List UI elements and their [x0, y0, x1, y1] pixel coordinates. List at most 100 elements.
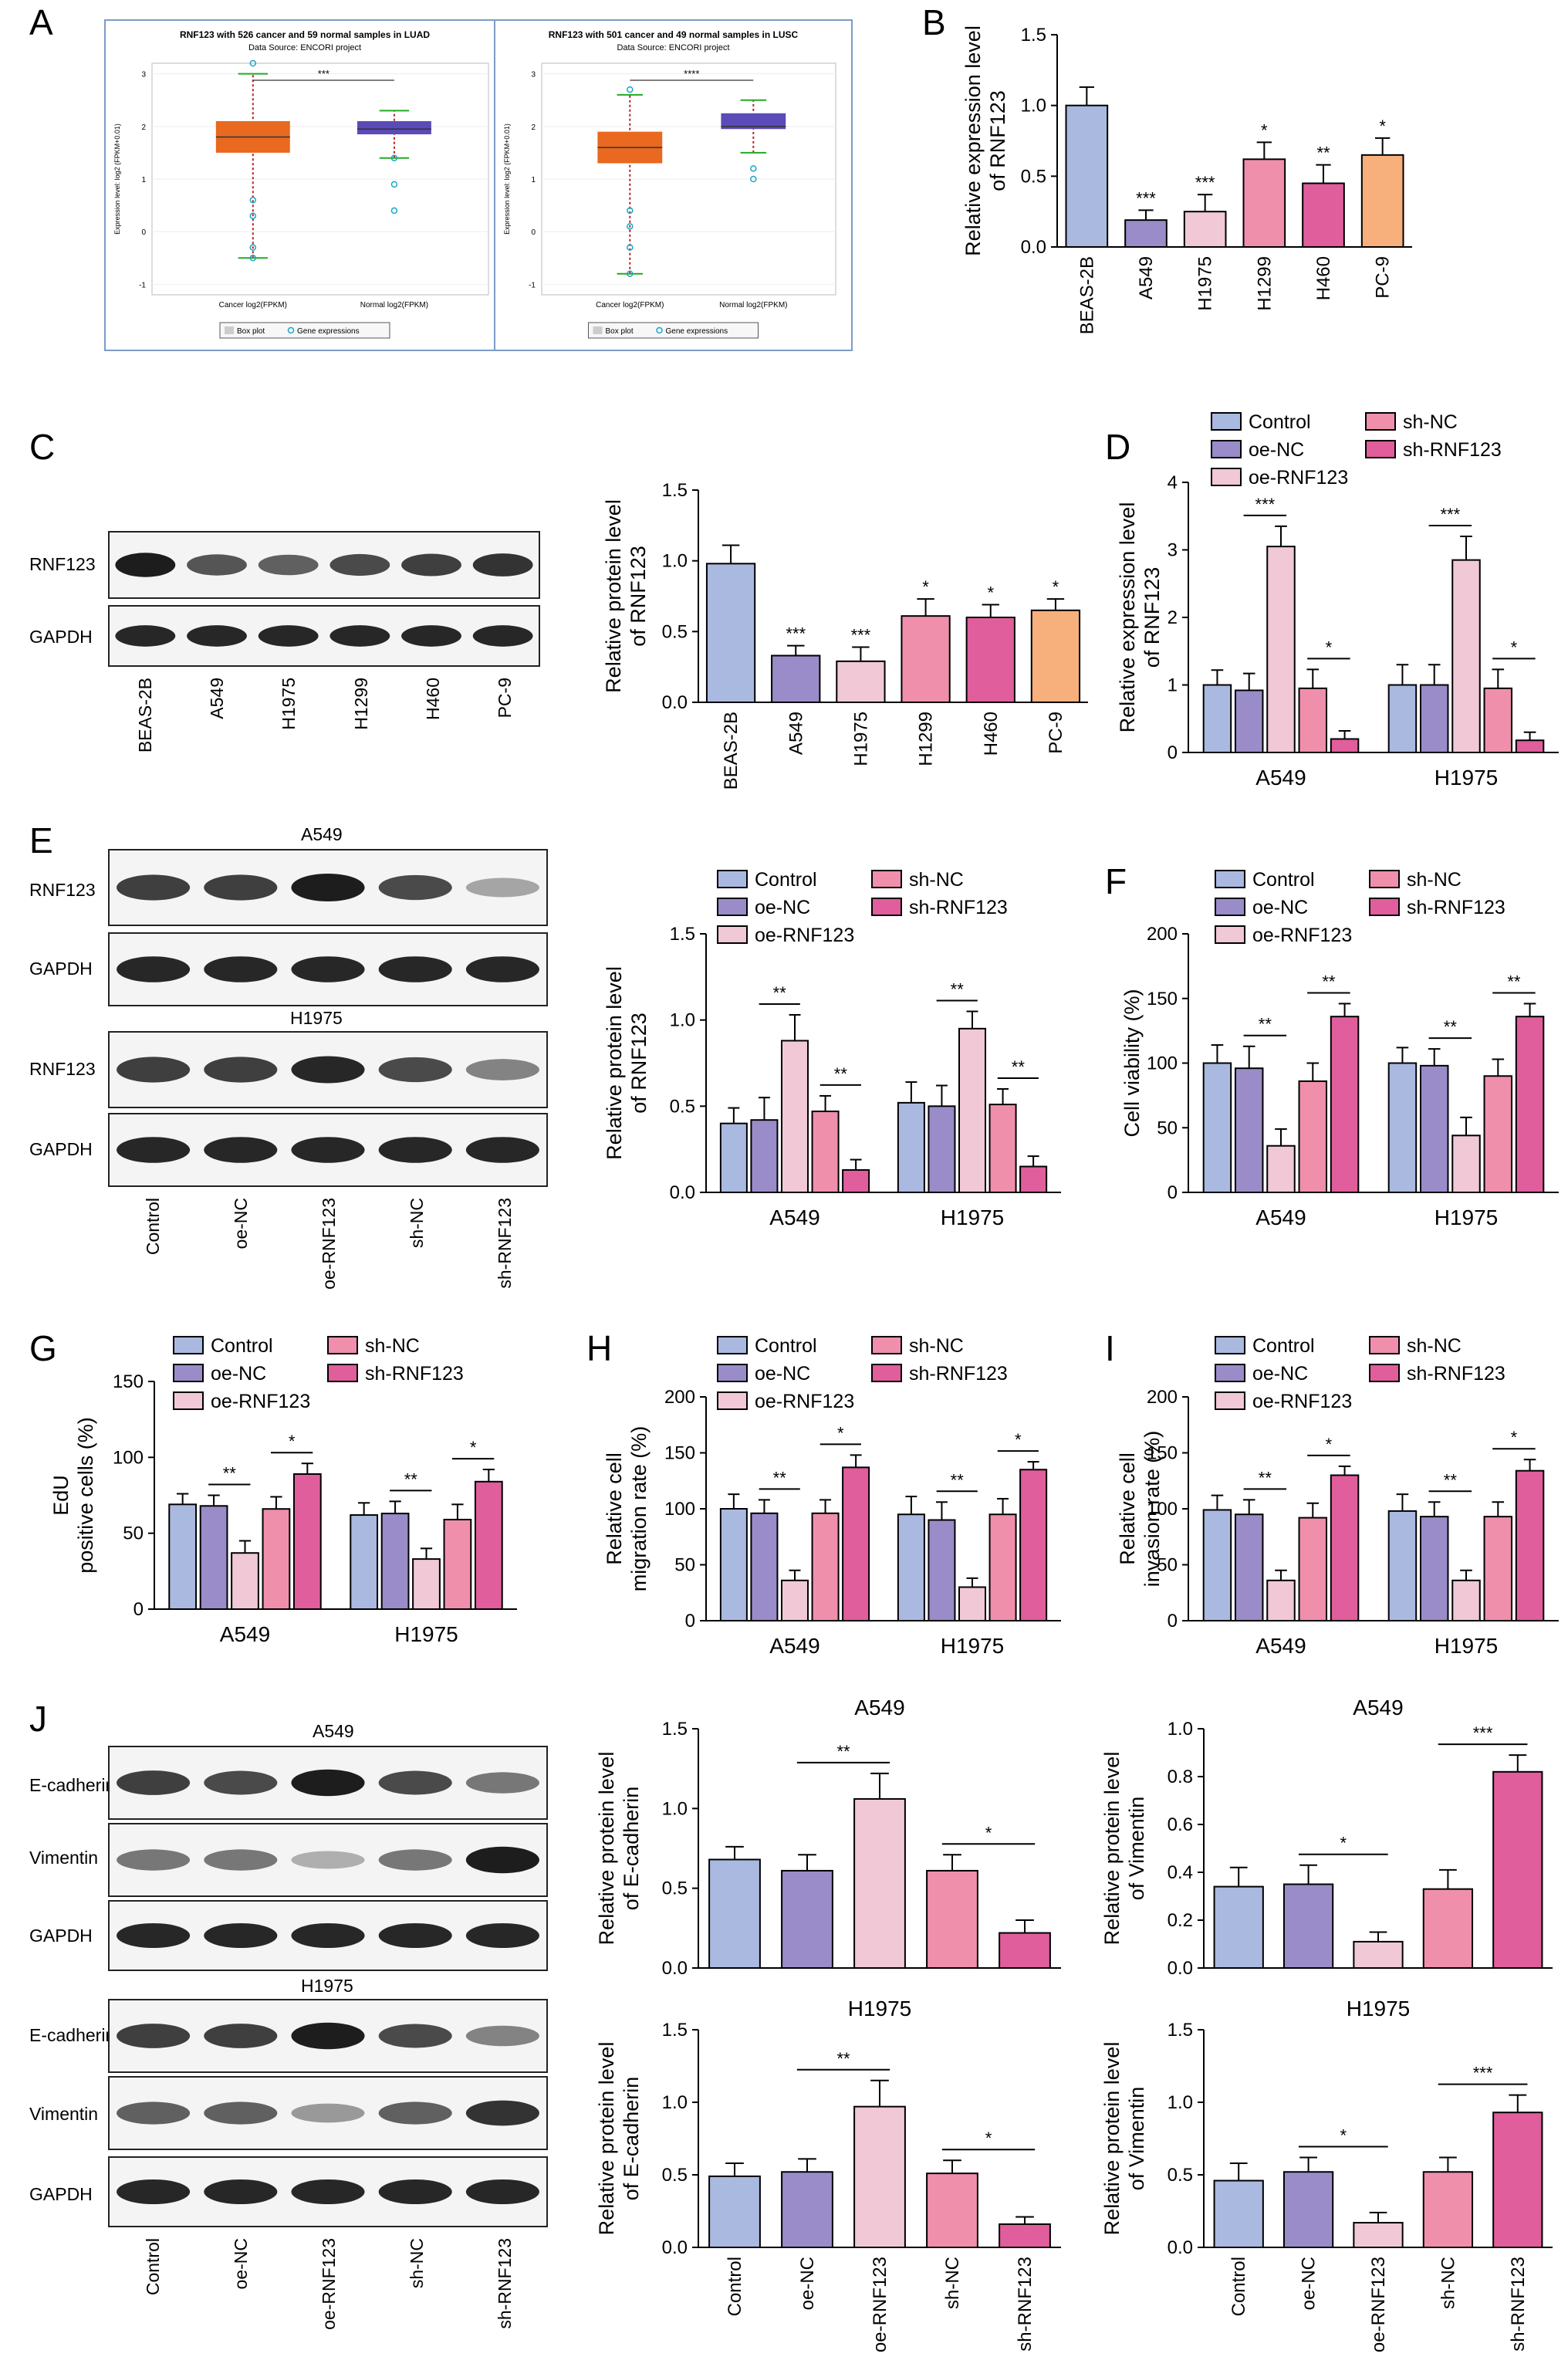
encori-outlier-point [627, 207, 634, 215]
bar [1353, 1940, 1404, 1969]
encori-legend-frame [588, 322, 759, 339]
bar [926, 2173, 978, 2248]
panel-label-i: I [1105, 1328, 1115, 1368]
blot-band [465, 1922, 539, 1949]
bar [999, 2223, 1051, 2249]
bar [928, 1519, 956, 1621]
x-tick-label: H460 [981, 712, 1002, 756]
encori-legend-point-swatch [656, 326, 663, 334]
legend-label: sh-NC [1407, 1335, 1462, 1357]
y-axis-label: of RNF123 [986, 90, 1009, 191]
legend-label: Control [1249, 411, 1311, 433]
significance-label: ** [1316, 144, 1330, 163]
legend-label: oe-NC [755, 1363, 810, 1385]
y-tick-label: 1.0 [662, 2092, 688, 2113]
legend-swatch [1369, 898, 1400, 916]
legend-label: sh-RNF123 [909, 897, 1008, 918]
encori-title: RNF123 with 526 cancer and 59 normal sam… [180, 29, 430, 40]
encori-luad-panel: RNF123 with 526 cancer and 59 normal sam… [104, 19, 505, 351]
blot-band [329, 553, 390, 577]
bar [1387, 684, 1418, 753]
legend-swatch [173, 1336, 204, 1354]
y-tick-label: 100 [1147, 1053, 1178, 1074]
blot-band [117, 2102, 191, 2125]
y-tick-label: 0 [1168, 1182, 1178, 1203]
x-group-label: A549 [1255, 1205, 1306, 1229]
y-tick-label: 1 [1168, 675, 1178, 696]
bar [958, 1027, 987, 1193]
y-axis-label: invasion rate (%) [1141, 1431, 1164, 1588]
blot-band [117, 1770, 191, 1795]
blot-c-lane-label: H1299 [350, 678, 371, 730]
y-tick-label: 1.5 [662, 1719, 688, 1740]
legend-label: Control [755, 869, 817, 891]
blot-j-lane-label: sh-RNF123 [495, 2238, 515, 2329]
x-tick-label: PC-9 [1046, 712, 1066, 754]
bar [1266, 1579, 1296, 1621]
blot-band [291, 2103, 365, 2123]
x-tick-label: PC-9 [1373, 256, 1394, 299]
blot-j-lane-label: sh-NC [407, 2238, 427, 2289]
legend-swatch [327, 1364, 358, 1382]
y-tick-label: 1.0 [1021, 96, 1046, 117]
encori-y-tick: 2 [141, 123, 146, 132]
y-tick-label: 0.5 [662, 621, 688, 642]
encori-lusc-panel: RNF123 with 501 cancer and 49 normal sam… [494, 19, 853, 351]
y-tick-label: 150 [1147, 989, 1178, 1009]
x-tick-label: sh-NC [942, 2257, 963, 2309]
encori-outlier-point [390, 181, 398, 188]
legend-label: sh-NC [909, 1335, 964, 1357]
blot-band [378, 1137, 452, 1163]
chart-g-edu-positive: 0 50 100 150 EdU positive cells (%) A549 H1975 *… [49, 1335, 517, 1646]
y-tick-label: 200 [1147, 924, 1178, 945]
bar [780, 1040, 809, 1193]
significance-label: *** [1441, 505, 1461, 524]
legend-label: Control [1252, 1335, 1315, 1357]
legend-swatch [1211, 468, 1242, 486]
encori-y-tick: 3 [141, 71, 146, 79]
significance-label: *** [786, 624, 806, 644]
blot-band [378, 1922, 452, 1949]
bar [1213, 1885, 1264, 1970]
panel-label-g: G [29, 1328, 57, 1368]
significance-label: * [922, 577, 929, 597]
y-axis-label: of Vimentin [1125, 1797, 1148, 1901]
y-tick-label: 150 [1147, 1443, 1178, 1464]
blot-band [465, 877, 539, 898]
blot-e-row-label-gapdh-a549: GAPDH [29, 959, 93, 979]
x-group-label: H1975 [1435, 1205, 1499, 1229]
significance-label: ** [1259, 1015, 1272, 1034]
blot-band [465, 2100, 539, 2126]
x-tick-label: oe-RNF123 [1368, 2257, 1389, 2352]
y-axis-label: Relative protein level [1100, 1752, 1124, 1946]
bar [1330, 1016, 1360, 1193]
x-group-label: A549 [220, 1622, 270, 1646]
encori-x-label: Cancer log2(FPKM) [219, 301, 287, 309]
legend-label: sh-RNF123 [909, 1363, 1008, 1385]
significance-label: ** [1012, 1057, 1026, 1077]
legend-swatch [717, 1336, 748, 1354]
bar [1330, 738, 1360, 753]
legend-swatch [1215, 870, 1245, 888]
bar [926, 1869, 978, 1969]
y-tick-label: 1.5 [662, 480, 688, 501]
x-tick-label: H1299 [1254, 256, 1275, 311]
encori-y-tick: 2 [531, 123, 536, 132]
encori-outlier-point [390, 154, 398, 161]
bar [1298, 1080, 1328, 1194]
blot-band [472, 553, 533, 577]
blot-e-lane-label: Control [143, 1198, 163, 1256]
x-tick-label: oe-NC [1299, 2257, 1320, 2310]
blot-band [465, 1137, 539, 1163]
significance-label: * [837, 1423, 844, 1442]
y-tick-label: 0.4 [1168, 1862, 1193, 1883]
blot-e-row-label-rnf123-a549: RNF123 [29, 880, 96, 900]
bar [1242, 158, 1286, 248]
y-tick-label: 1.0 [662, 551, 688, 572]
y-tick-label: 0.0 [1168, 2237, 1193, 2258]
x-tick-label: sh-RNF123 [1015, 2257, 1036, 2352]
blot-j-gapdh-a549 [108, 1900, 548, 1971]
blot-band [117, 1849, 191, 1871]
blot-j-ecad-a549 [108, 1746, 548, 1820]
chart-i-invasion-rate: 0 50 100 150 200 Relative cell invasion rate (… [1116, 1335, 1559, 1658]
